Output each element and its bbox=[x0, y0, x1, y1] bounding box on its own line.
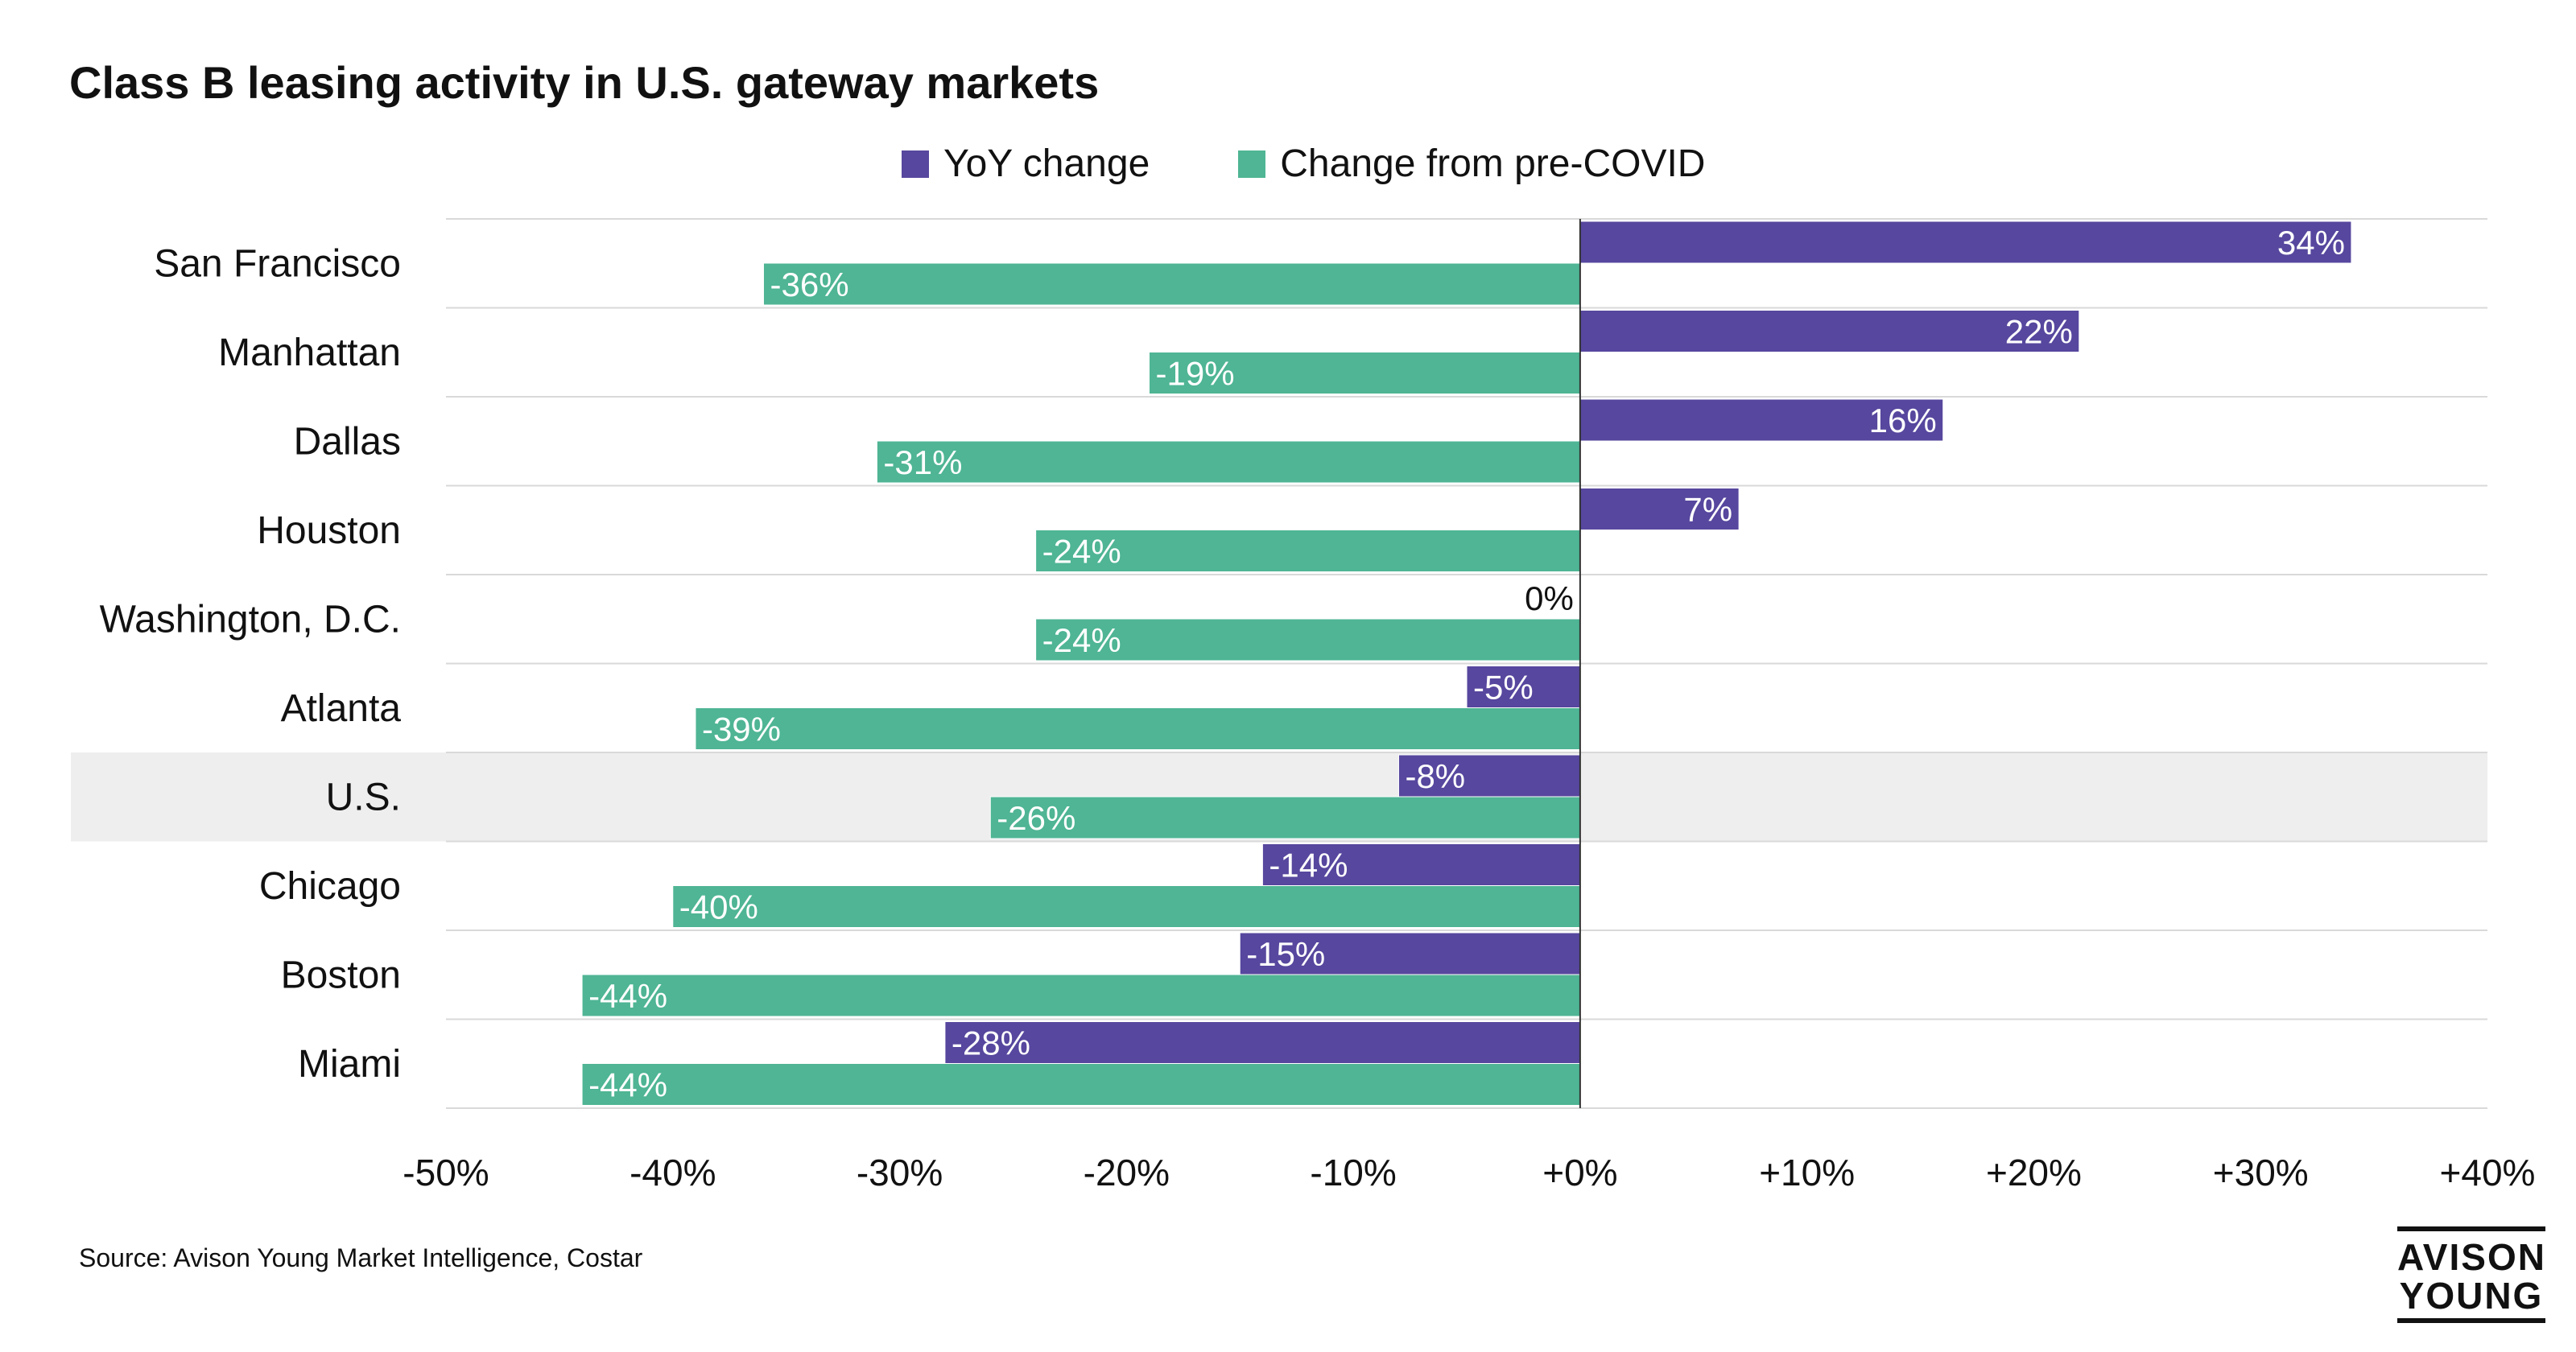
category-label-washington-d-c: Washington, D.C. bbox=[100, 598, 401, 641]
source-note: Source: Avison Young Market Intelligence… bbox=[79, 1243, 643, 1272]
legend-label-precovid: Change from pre-COVID bbox=[1280, 142, 1706, 185]
logo-line-1: AVISON bbox=[2397, 1236, 2546, 1278]
bar-precovid-san-francisco bbox=[762, 262, 1581, 306]
data-label-precovid-miami: -44% bbox=[588, 1066, 667, 1104]
bar-yoy-houston bbox=[1579, 488, 1740, 530]
bar-precovid-chicago bbox=[672, 885, 1581, 928]
data-label-precovid-boston: -44% bbox=[588, 977, 667, 1015]
data-label-precovid-san-francisco: -36% bbox=[770, 266, 848, 303]
bar-yoy-boston bbox=[1239, 932, 1581, 975]
x-tick-label: -50% bbox=[402, 1152, 489, 1193]
data-label-yoy-boston: -15% bbox=[1246, 935, 1325, 973]
data-label-precovid-manhattan: -19% bbox=[1156, 355, 1235, 393]
category-label-manhattan: Manhattan bbox=[218, 332, 401, 374]
data-label-yoy-san-francisco: 34% bbox=[2277, 224, 2345, 262]
avison-young-logo: AVISON YOUNG bbox=[2397, 1226, 2545, 1323]
bar-precovid-washington-d-c bbox=[1035, 618, 1581, 662]
category-label-u-s: U.S. bbox=[326, 776, 401, 818]
category-label-atlanta: Atlanta bbox=[281, 687, 402, 730]
data-label-precovid-washington-d-c: -24% bbox=[1042, 621, 1121, 659]
bar-yoy-miami bbox=[944, 1021, 1581, 1064]
bar-yoy-u-s bbox=[1397, 754, 1581, 798]
x-tick-label: -40% bbox=[630, 1152, 716, 1193]
legend-swatch-yoy bbox=[902, 150, 929, 178]
category-label-chicago: Chicago bbox=[259, 865, 401, 908]
data-label-yoy-chicago: -14% bbox=[1269, 847, 1348, 884]
category-label-boston: Boston bbox=[281, 954, 401, 996]
data-label-yoy-houston: 7% bbox=[1683, 491, 1732, 529]
x-tick-label: -20% bbox=[1084, 1152, 1170, 1193]
category-label-san-francisco: San Francisco bbox=[154, 242, 401, 285]
x-tick-label: +40% bbox=[2440, 1152, 2536, 1193]
x-tick-label: -30% bbox=[857, 1152, 943, 1193]
bar-precovid-boston bbox=[581, 974, 1581, 1017]
category-label-dallas: Dallas bbox=[294, 420, 401, 463]
x-tick-label: +20% bbox=[1986, 1152, 2082, 1193]
logo-line-2: YOUNG bbox=[2399, 1275, 2544, 1317]
data-label-precovid-u-s: -26% bbox=[997, 799, 1075, 837]
legend-label-yoy: YoY change bbox=[943, 142, 1150, 185]
legend-swatch-precovid bbox=[1238, 150, 1266, 178]
bar-precovid-dallas bbox=[876, 440, 1581, 484]
data-label-precovid-houston: -24% bbox=[1042, 533, 1121, 571]
data-label-yoy-miami: -28% bbox=[952, 1024, 1030, 1062]
data-label-yoy-u-s: -8% bbox=[1405, 757, 1465, 795]
category-label-miami: Miami bbox=[298, 1043, 401, 1086]
x-tick-label: +0% bbox=[1542, 1152, 1617, 1193]
x-tick-label: +30% bbox=[2213, 1152, 2309, 1193]
bar-precovid-atlanta bbox=[695, 707, 1581, 750]
data-label-precovid-atlanta: -39% bbox=[702, 711, 781, 748]
bar-yoy-chicago bbox=[1261, 843, 1581, 886]
legend-item-precovid: Change from pre-COVID bbox=[1238, 142, 1705, 186]
data-label-precovid-dallas: -31% bbox=[883, 443, 962, 481]
data-label-yoy-manhattan: 22% bbox=[2005, 313, 2073, 351]
legend-item-yoy: YoY change bbox=[902, 142, 1150, 186]
data-label-yoy-washington-d-c: 0% bbox=[1525, 579, 1574, 617]
bar-precovid-u-s bbox=[989, 796, 1581, 839]
bar-precovid-miami bbox=[581, 1063, 1581, 1106]
chart-title: Class B leasing activity in U.S. gateway… bbox=[69, 57, 1100, 108]
bar-yoy-atlanta bbox=[1466, 666, 1581, 708]
bar-precovid-houston bbox=[1035, 530, 1581, 572]
bar-precovid-manhattan bbox=[1149, 352, 1581, 394]
x-tick-label: -10% bbox=[1310, 1152, 1396, 1193]
data-label-yoy-dallas: 16% bbox=[1869, 402, 1937, 439]
bar-yoy-manhattan bbox=[1579, 310, 2080, 352]
category-label-houston: Houston bbox=[257, 509, 401, 552]
x-tick-label: +10% bbox=[1759, 1152, 1855, 1193]
bar-yoy-san-francisco bbox=[1579, 221, 2352, 264]
chart-legend: YoY change Change from pre-COVID bbox=[902, 142, 1794, 186]
data-label-yoy-atlanta: -5% bbox=[1473, 669, 1534, 707]
data-label-precovid-chicago: -40% bbox=[679, 888, 758, 926]
